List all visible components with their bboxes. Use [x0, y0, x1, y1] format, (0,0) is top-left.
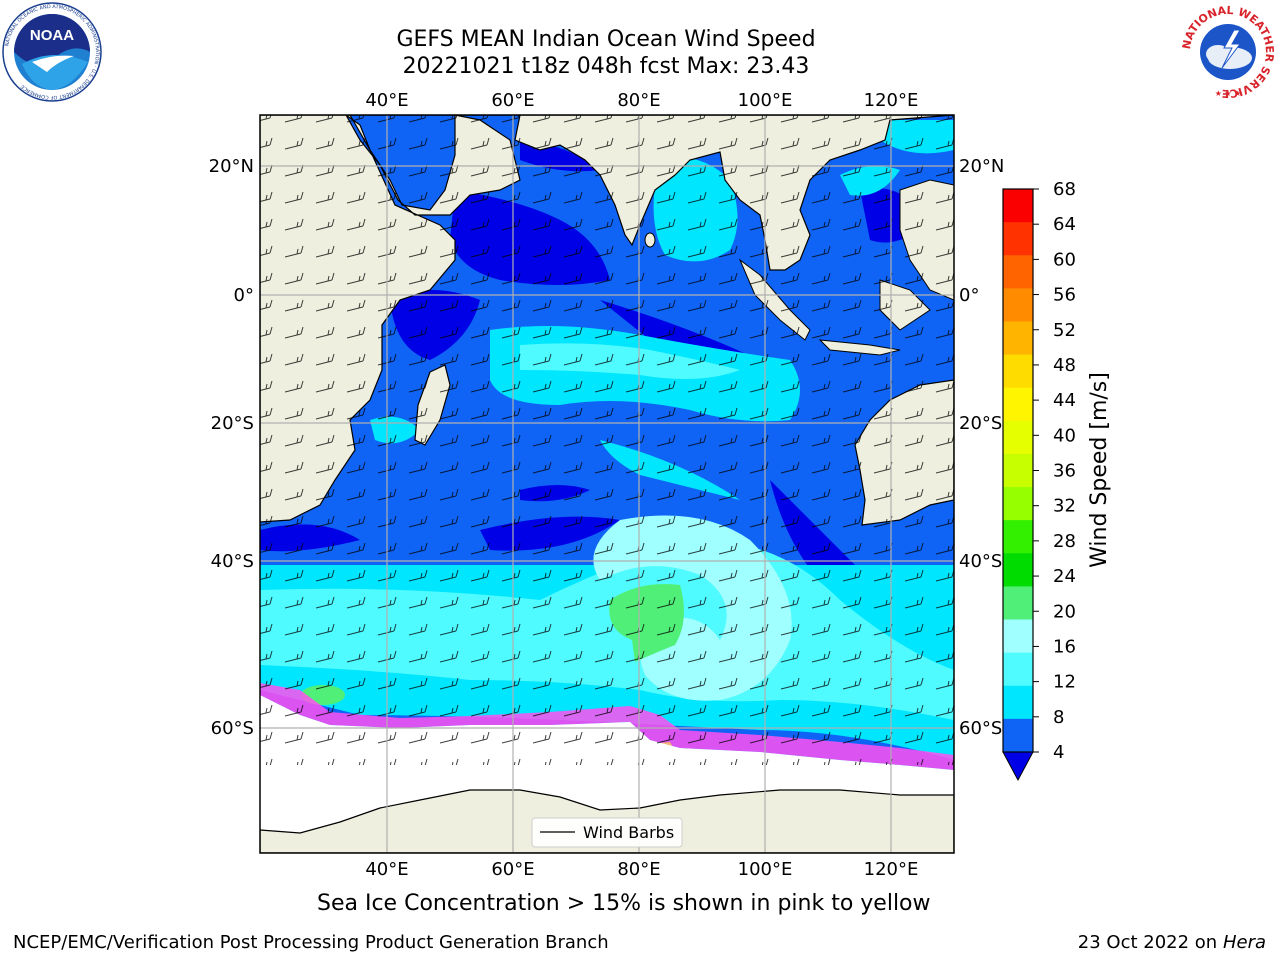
lon-label: 80°E: [617, 859, 660, 880]
noaa-logo-text: NOAA: [30, 27, 74, 44]
colorbar-tick-label: 16: [1053, 636, 1076, 657]
colorbar-swatch: [1003, 553, 1033, 587]
colorbar-swatch: [1003, 189, 1033, 223]
lat-labels-left: 20°N 0° 20°S 40°S 60°S: [209, 156, 254, 739]
colorbar-swatch: [1003, 487, 1033, 521]
colorbar-tick-label: 8: [1053, 707, 1064, 728]
colorbar-swatch: [1003, 354, 1033, 389]
colorbar-swatch: [1003, 255, 1033, 289]
colorbar-swatch: [1003, 652, 1033, 687]
colorbar-tick-label: 52: [1053, 320, 1076, 341]
colorbar-tick-label: 60: [1053, 249, 1076, 270]
colorbar-tick-label: 64: [1053, 214, 1076, 235]
lat-labels-right: 20°N 0° 20°S 40°S 60°S: [959, 156, 1004, 739]
lon-label: 60°E: [491, 859, 534, 880]
lat-label: 0°: [234, 285, 254, 306]
wind-barbs-legend: Wind Barbs: [531, 817, 683, 848]
lat-label: 60°S: [211, 718, 254, 739]
wind-barbs-legend-label: Wind Barbs: [583, 823, 674, 842]
colorbar-tick-label: 44: [1053, 390, 1076, 411]
colorbar-tick-label: 68: [1053, 179, 1076, 200]
colorbar: 68 64 60 56 52 48 44 40 36 32 28 24 20 16 12 8 4 Wind Sp…: [1002, 179, 1112, 782]
lat-label: 20°N: [959, 156, 1004, 177]
colorbar-swatch: [1003, 387, 1033, 422]
lon-label: 120°E: [864, 859, 919, 880]
map-plot-area: Wind Barbs: [260, 115, 954, 853]
colorbar-swatch: [1003, 586, 1033, 621]
lon-label: 120°E: [864, 90, 919, 111]
lat-label: 20°S: [959, 413, 1002, 434]
branch-credit: NCEP/EMC/Verification Post Processing Pr…: [13, 932, 609, 953]
colorbar-tick-label: 48: [1053, 355, 1076, 376]
colorbar-extend-arrow: [1002, 751, 1034, 782]
lon-labels-top: 40°E 60°E 80°E 100°E 120°E: [365, 90, 918, 111]
nws-logo: NATIONAL WEATHER SERVICE ★ ★ ★: [1180, 4, 1276, 100]
map-title: GEFS MEAN Indian Ocean Wind Speed: [396, 27, 816, 52]
sea-ice-note: Sea Ice Concentration > 15% is shown in …: [317, 891, 931, 916]
lon-label: 60°E: [491, 90, 534, 111]
generation-date-text: 23 Oct 2022 on: [1077, 932, 1218, 953]
colorbar-swatch: [1003, 718, 1033, 753]
lat-label: 60°S: [959, 718, 1002, 739]
colorbar-swatch: [1003, 619, 1033, 654]
machine-name: Hera: [1222, 932, 1266, 953]
map-frame: [259, 114, 955, 854]
colorbar-tick-label: 4: [1053, 742, 1064, 763]
svg-text:★ ★ ★: ★ ★ ★: [1215, 89, 1242, 98]
lat-label: 20°N: [209, 156, 254, 177]
lon-label: 100°E: [738, 859, 793, 880]
generation-date: 23 Oct 2022 on Hera: [1078, 932, 1266, 953]
colorbar-swatch: [1003, 420, 1033, 455]
lon-label: 80°E: [617, 90, 660, 111]
colorbar-tick-label: 40: [1053, 425, 1076, 446]
lat-label: 40°S: [959, 551, 1002, 572]
lon-label: 100°E: [738, 90, 793, 111]
colorbar-tick-label: 24: [1053, 566, 1076, 587]
colorbar-swatch: [1003, 453, 1033, 488]
colorbar-swatch: [1003, 685, 1033, 720]
colorbar-swatch: [1003, 520, 1033, 554]
colorbar-tick-label: 36: [1053, 461, 1076, 482]
wind-barbs: [260, 115, 954, 765]
colorbar-tick-label: 56: [1053, 285, 1076, 306]
colorbar-swatch: [1003, 288, 1033, 322]
colorbar-tick-label: 32: [1053, 496, 1076, 517]
map-gridlines: [260, 115, 954, 853]
map-subtitle: 20221021 t18z 048h fcst Max: 23.43: [402, 54, 810, 79]
lon-label: 40°E: [365, 90, 408, 111]
lat-label: 20°S: [211, 413, 254, 434]
colorbar-label: Wind Speed [m/s]: [1087, 372, 1112, 568]
colorbar-swatch: [1003, 222, 1033, 256]
lon-label: 40°E: [365, 859, 408, 880]
lon-labels-bottom: 40°E 60°E 80°E 100°E 120°E: [365, 859, 918, 880]
colorbar-tick-label: 28: [1053, 531, 1076, 552]
colorbar-tick-label: 12: [1053, 672, 1076, 693]
lat-label: 40°S: [211, 551, 254, 572]
colorbar-tick-label: 20: [1053, 601, 1076, 622]
colorbar-swatch: [1003, 321, 1033, 356]
noaa-logo: NOAA NATIONAL OCEANIC AND ATMOSPHERIC AD…: [2, 2, 102, 102]
lat-label: 0°: [959, 285, 979, 306]
